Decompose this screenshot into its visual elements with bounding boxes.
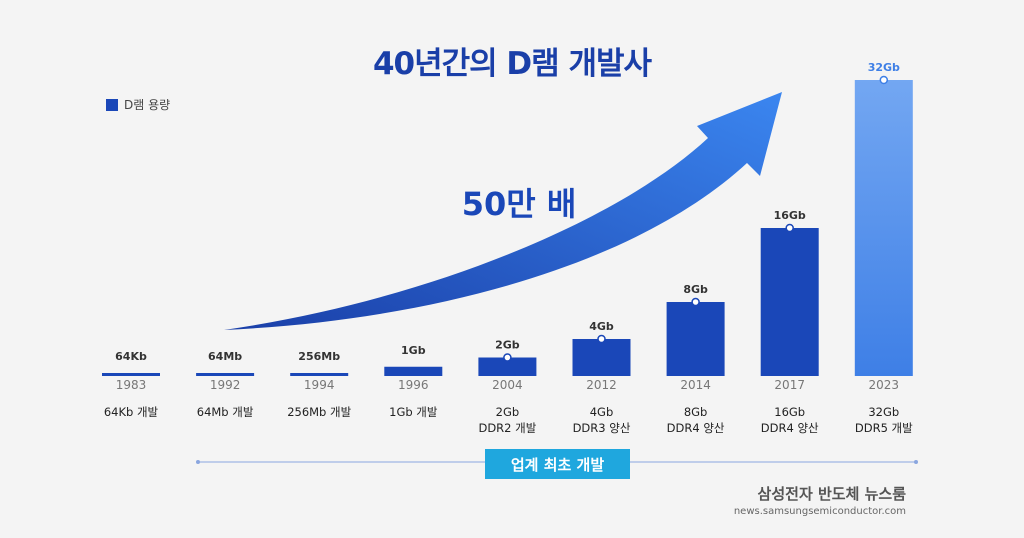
bar	[760, 228, 819, 376]
bar-point	[879, 75, 889, 85]
bar	[196, 373, 255, 376]
value-label: 1Gb	[401, 344, 426, 357]
year-label: 2004	[492, 378, 523, 392]
year-label: 2023	[869, 378, 900, 392]
bar-point	[785, 223, 794, 233]
growth-arrow	[224, 92, 782, 330]
year-label: 1992	[210, 378, 241, 392]
bar	[666, 302, 725, 376]
description-label: DDR2 개발	[478, 421, 536, 435]
value-label: 4Gb	[589, 320, 614, 333]
year-label: 1996	[398, 378, 429, 392]
year-label: 2014	[680, 378, 711, 392]
value-label: 64Kb	[115, 350, 147, 363]
legend-label: D램 용량	[124, 98, 171, 112]
multiplier-label: 50만 배	[462, 185, 577, 223]
footer-url: news.samsungsemiconductor.com	[733, 506, 906, 517]
year-label: 2017	[774, 378, 805, 392]
year-label: 1983	[116, 378, 147, 392]
value-label: 8Gb	[683, 283, 708, 296]
value-label: 32Gb	[868, 61, 900, 74]
legend: D램 용량	[106, 96, 170, 113]
description-label: 16Gb	[774, 405, 805, 419]
bar	[478, 357, 537, 376]
description-label: DDR5 개발	[855, 421, 913, 435]
bar-point	[597, 334, 606, 344]
value-label: 64Mb	[208, 350, 242, 363]
footer-name: 삼성전자 반도체 뉴스룸	[757, 485, 906, 503]
year-label: 1994	[304, 378, 335, 392]
value-label: 2Gb	[495, 339, 520, 352]
description-label: 1Gb 개발	[389, 405, 438, 419]
footer: 삼성전자 반도체 뉴스룸 news.samsungsemiconductor.c…	[734, 483, 906, 517]
description-label: 2Gb	[496, 405, 520, 419]
bar-point	[503, 353, 512, 362]
description-label: 32Gb	[868, 405, 899, 419]
bar	[854, 80, 913, 376]
industry-first-badge: 업계 최초 개발	[485, 449, 630, 479]
bar	[290, 373, 349, 376]
value-label: 256Mb	[298, 350, 340, 363]
description-label: 64Kb 개발	[104, 405, 159, 419]
bar	[384, 366, 443, 376]
bar	[572, 339, 631, 376]
timeline-start	[196, 460, 200, 464]
bar	[102, 373, 160, 376]
value-label: 16Gb	[774, 209, 806, 222]
description-label: DDR4 양산	[761, 421, 819, 435]
legend-swatch	[106, 98, 118, 111]
description-label: DDR3 양산	[573, 421, 631, 435]
year-label: 2012	[586, 378, 617, 392]
description-label: 4Gb	[590, 405, 614, 419]
page-title: 40년간의 D램 개발사	[372, 46, 652, 82]
timeline-end	[914, 460, 918, 464]
bar-point	[691, 297, 700, 307]
description-label: 256Mb 개발	[287, 405, 351, 419]
description-label: DDR4 양산	[667, 421, 725, 435]
description-label: 64Mb 개발	[197, 405, 254, 419]
description-label: 8Gb	[684, 405, 708, 419]
